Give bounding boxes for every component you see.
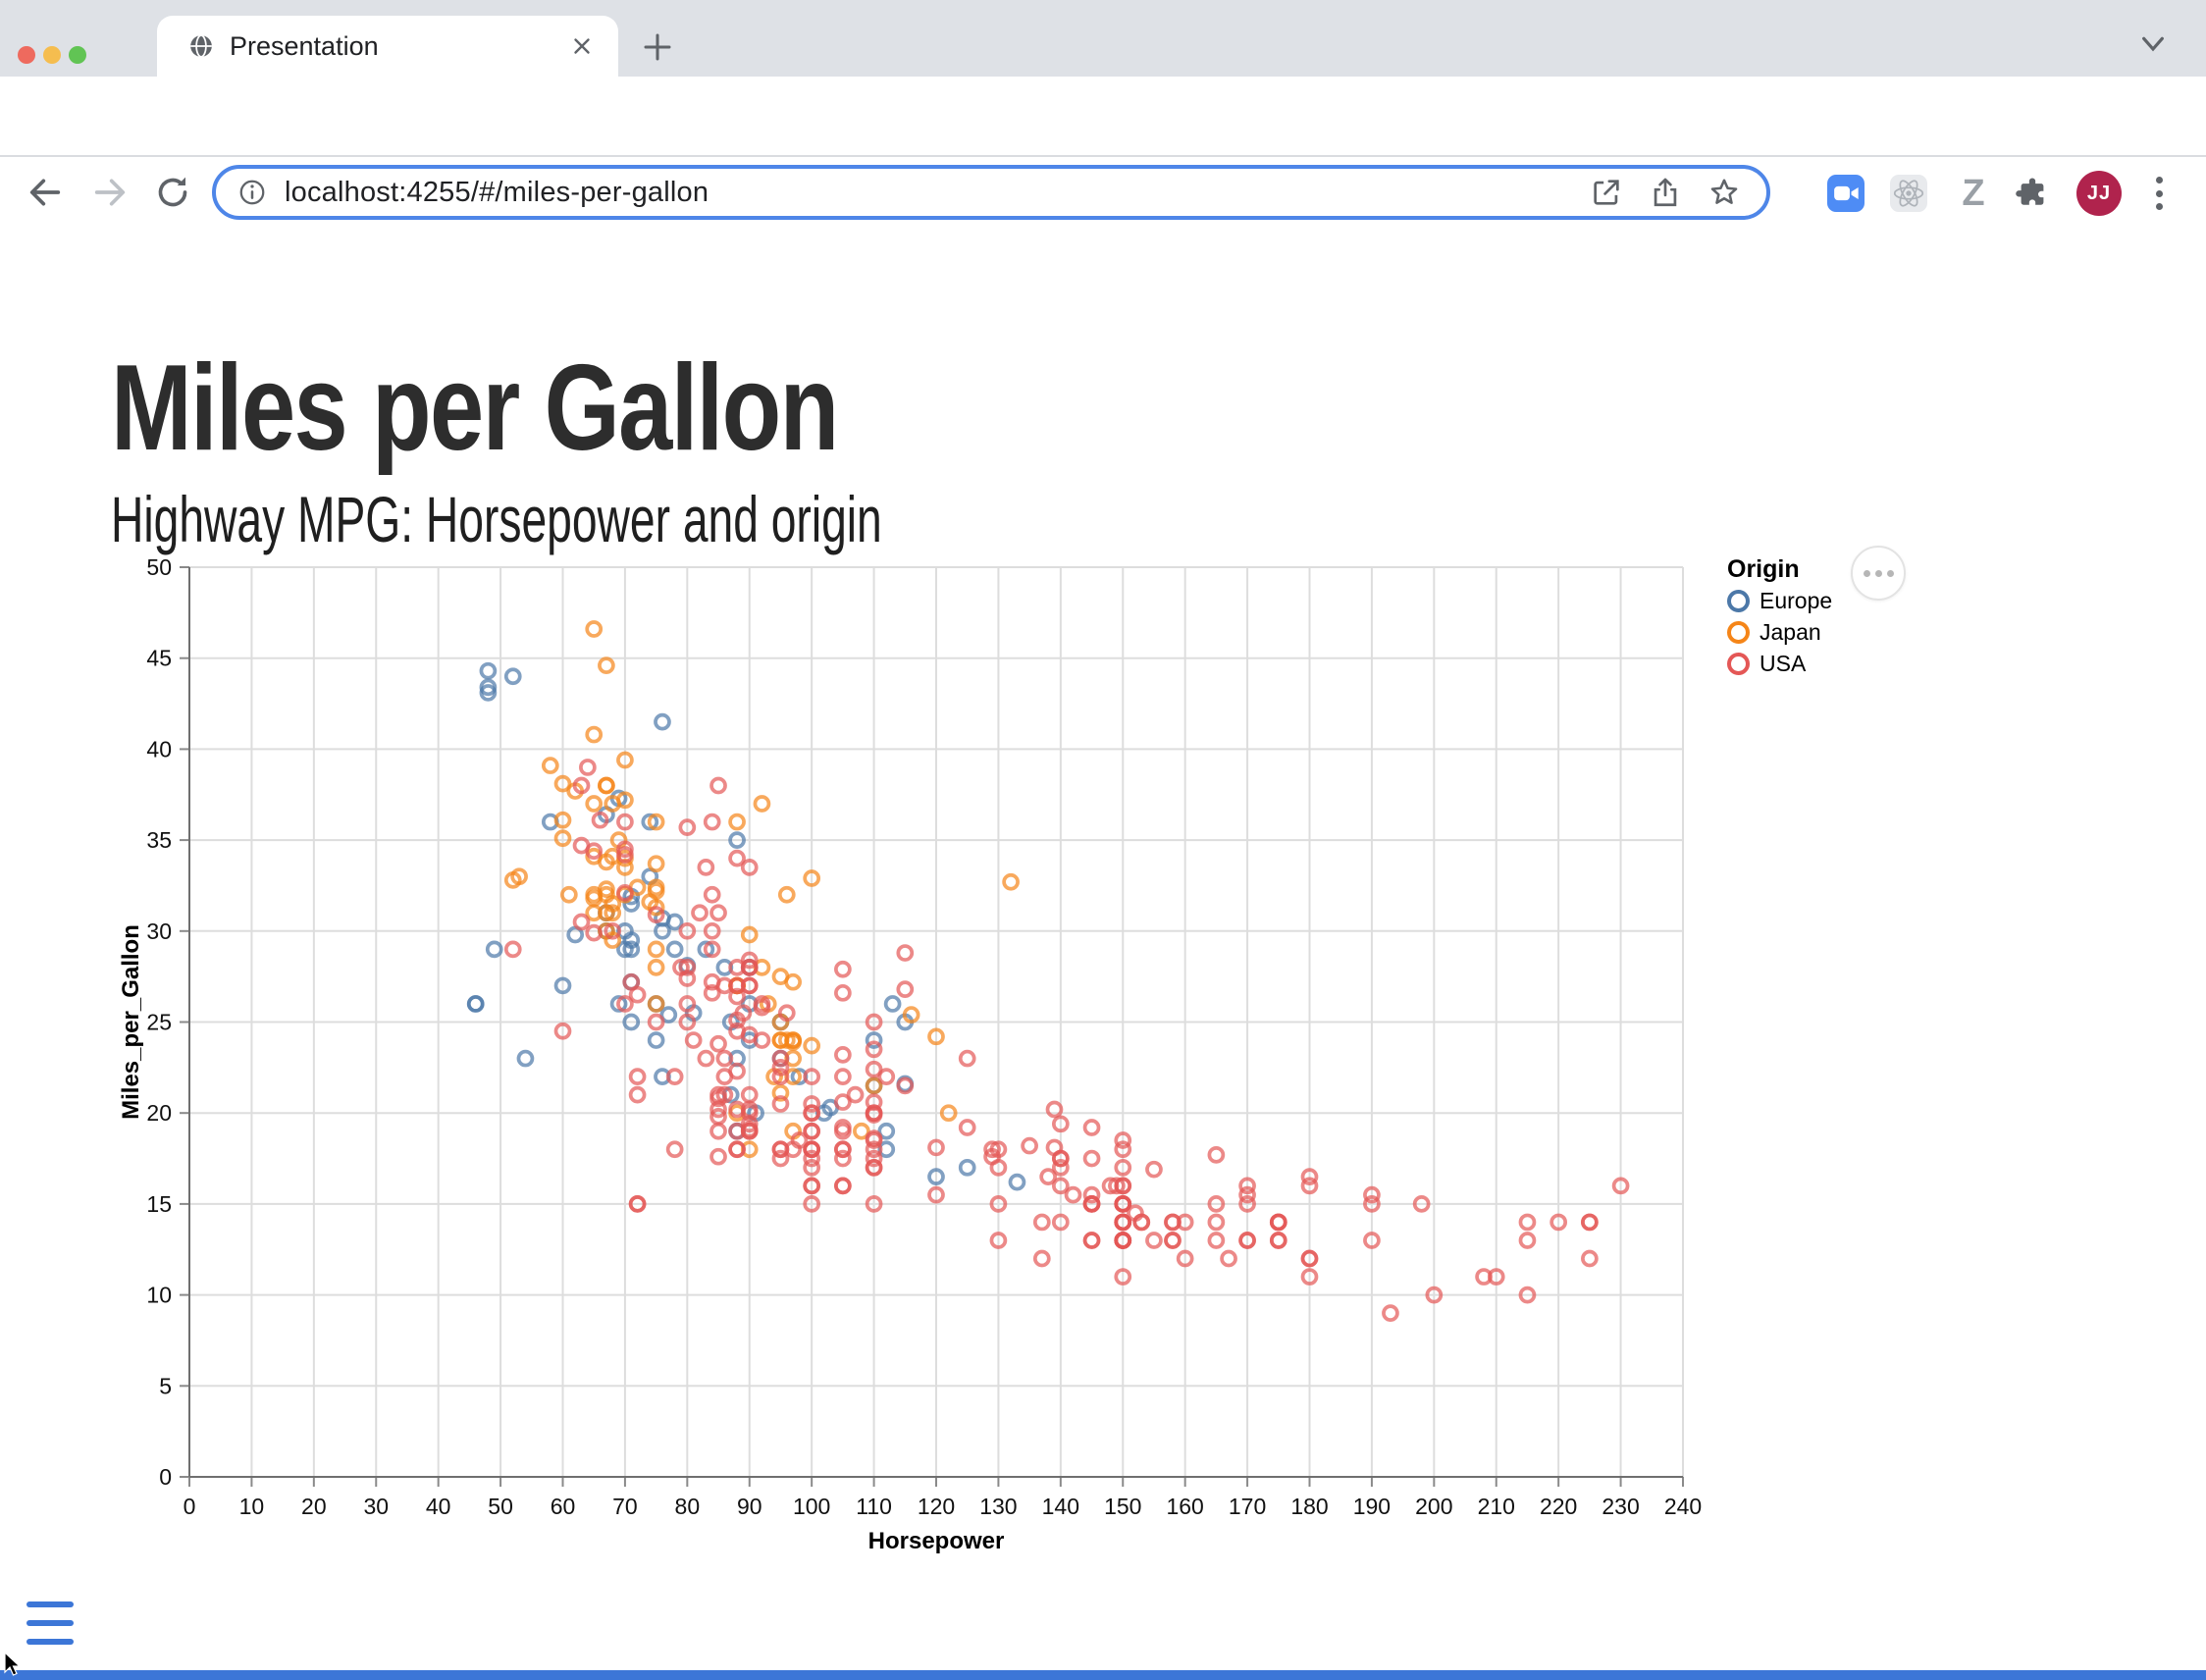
svg-text:40: 40 xyxy=(426,1494,451,1519)
page-subtitle: Highway MPG: Horsepower and origin xyxy=(111,482,882,555)
svg-text:10: 10 xyxy=(146,1283,172,1308)
zoom-window-button[interactable] xyxy=(69,46,86,64)
globe-favicon-icon xyxy=(190,34,212,58)
back-button[interactable] xyxy=(26,173,65,212)
svg-text:Horsepower: Horsepower xyxy=(868,1528,1005,1554)
scatter-plot-canvas: 0 10 20 30 40 50 60 70 80 90 100 110 120 130 140 150 160… xyxy=(118,554,1702,1554)
bookmark-star-icon[interactable] xyxy=(1707,176,1741,209)
page-info-icon[interactable] xyxy=(237,178,267,207)
scatter-chart: 0 10 20 30 40 50 60 70 80 90 100 110 120 130 140 150 160… xyxy=(0,550,2206,1576)
svg-text:160: 160 xyxy=(1166,1494,1203,1519)
share-icon[interactable] xyxy=(1649,176,1682,209)
svg-text:30: 30 xyxy=(363,1494,389,1519)
page-title: Miles per Gallon xyxy=(111,341,839,477)
svg-text:Miles_per_Gallon: Miles_per_Gallon xyxy=(118,924,144,1120)
chart-legend: Origin Europe Japan USA xyxy=(1727,555,1832,678)
svg-text:230: 230 xyxy=(1602,1494,1639,1519)
legend-title: Origin xyxy=(1727,555,1800,583)
legend-item-japan: Japan xyxy=(1727,617,1832,647)
svg-text:90: 90 xyxy=(737,1494,762,1519)
extensions-puzzle-icon[interactable] xyxy=(2014,175,2051,212)
svg-text:180: 180 xyxy=(1290,1494,1328,1519)
profile-avatar[interactable]: JJ xyxy=(2076,171,2122,216)
new-tab-button[interactable] xyxy=(640,29,675,65)
close-window-button[interactable] xyxy=(18,46,35,64)
svg-text:30: 30 xyxy=(146,919,172,944)
minimize-window-button[interactable] xyxy=(43,46,61,64)
japan-swatch-icon xyxy=(1727,620,1750,644)
svg-text:210: 210 xyxy=(1478,1494,1515,1519)
svg-text:20: 20 xyxy=(301,1494,327,1519)
svg-text:70: 70 xyxy=(612,1494,638,1519)
svg-text:130: 130 xyxy=(979,1494,1017,1519)
legend-item-europe: Europe xyxy=(1727,586,1832,615)
svg-text:50: 50 xyxy=(488,1494,513,1519)
svg-text:5: 5 xyxy=(159,1373,172,1398)
svg-text:100: 100 xyxy=(793,1494,830,1519)
forward-button[interactable] xyxy=(90,173,130,212)
svg-text:40: 40 xyxy=(146,736,172,761)
svg-text:25: 25 xyxy=(146,1010,172,1035)
svg-text:170: 170 xyxy=(1229,1494,1266,1519)
react-devtools-extension-icon[interactable] xyxy=(1890,175,1927,212)
browser-tab[interactable]: Presentation xyxy=(157,16,618,77)
svg-text:10: 10 xyxy=(239,1494,265,1519)
progress-bar xyxy=(0,1670,2206,1680)
address-bar[interactable]: localhost:4255/#/miles-per-gallon xyxy=(212,165,1770,220)
slides-menu-button[interactable] xyxy=(26,1600,74,1647)
legend-item-usa: USA xyxy=(1727,649,1832,678)
zoom-extension-icon[interactable] xyxy=(1827,175,1865,212)
svg-text:50: 50 xyxy=(146,554,172,580)
svg-text:150: 150 xyxy=(1104,1494,1141,1519)
svg-text:110: 110 xyxy=(856,1494,892,1519)
usa-swatch-icon xyxy=(1727,652,1750,675)
close-tab-icon[interactable] xyxy=(569,33,595,59)
svg-text:35: 35 xyxy=(146,827,172,853)
svg-text:20: 20 xyxy=(146,1100,172,1126)
svg-text:45: 45 xyxy=(146,646,172,671)
chevron-down-icon[interactable] xyxy=(2137,33,2169,57)
tab-title: Presentation xyxy=(230,30,379,61)
svg-text:190: 190 xyxy=(1353,1494,1391,1519)
reload-button[interactable] xyxy=(153,173,192,212)
svg-text:80: 80 xyxy=(675,1494,701,1519)
svg-text:0: 0 xyxy=(184,1494,196,1519)
z-extension-icon[interactable]: Z xyxy=(1962,173,1985,214)
svg-text:220: 220 xyxy=(1540,1494,1577,1519)
open-in-new-icon[interactable] xyxy=(1590,176,1623,209)
tab-strip: Presentation xyxy=(0,0,2206,77)
svg-text:240: 240 xyxy=(1664,1494,1702,1519)
browser-toolbar: localhost:4255/#/miles-per-gallon xyxy=(0,77,2206,220)
svg-text:60: 60 xyxy=(551,1494,576,1519)
url-text: localhost:4255/#/miles-per-gallon xyxy=(285,176,709,208)
svg-text:0: 0 xyxy=(159,1464,172,1490)
svg-text:200: 200 xyxy=(1415,1494,1452,1519)
svg-text:15: 15 xyxy=(146,1191,172,1217)
europe-swatch-icon xyxy=(1727,589,1750,612)
chart-actions-button[interactable] xyxy=(1851,546,1906,601)
svg-text:120: 120 xyxy=(918,1494,955,1519)
svg-text:140: 140 xyxy=(1042,1494,1079,1519)
mouse-cursor xyxy=(4,1653,22,1676)
browser-menu-kebab-icon[interactable] xyxy=(2153,173,2165,214)
